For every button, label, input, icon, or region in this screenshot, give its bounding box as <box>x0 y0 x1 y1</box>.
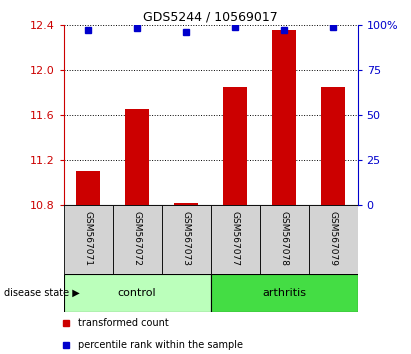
Bar <box>260 205 309 274</box>
Bar <box>64 205 113 274</box>
Bar <box>272 30 296 205</box>
Bar <box>125 109 150 205</box>
Text: control: control <box>118 288 157 298</box>
Bar <box>211 205 260 274</box>
Bar <box>174 203 199 205</box>
Bar <box>223 87 247 205</box>
Text: disease state ▶: disease state ▶ <box>4 288 80 298</box>
Bar <box>162 205 211 274</box>
Text: arthritis: arthritis <box>262 288 306 298</box>
Text: percentile rank within the sample: percentile rank within the sample <box>78 339 243 350</box>
Text: GSM567078: GSM567078 <box>279 211 289 266</box>
Text: GSM567072: GSM567072 <box>133 211 142 266</box>
Bar <box>76 171 100 205</box>
Text: GSM567071: GSM567071 <box>84 211 93 266</box>
Bar <box>64 274 210 312</box>
Text: GSM567079: GSM567079 <box>328 211 337 266</box>
Bar <box>211 274 358 312</box>
Text: transformed count: transformed count <box>78 318 169 329</box>
Title: GDS5244 / 10569017: GDS5244 / 10569017 <box>143 11 278 24</box>
Text: GSM567073: GSM567073 <box>182 211 191 266</box>
Bar <box>321 87 345 205</box>
Bar <box>113 205 162 274</box>
Text: GSM567077: GSM567077 <box>231 211 240 266</box>
Bar <box>309 205 358 274</box>
